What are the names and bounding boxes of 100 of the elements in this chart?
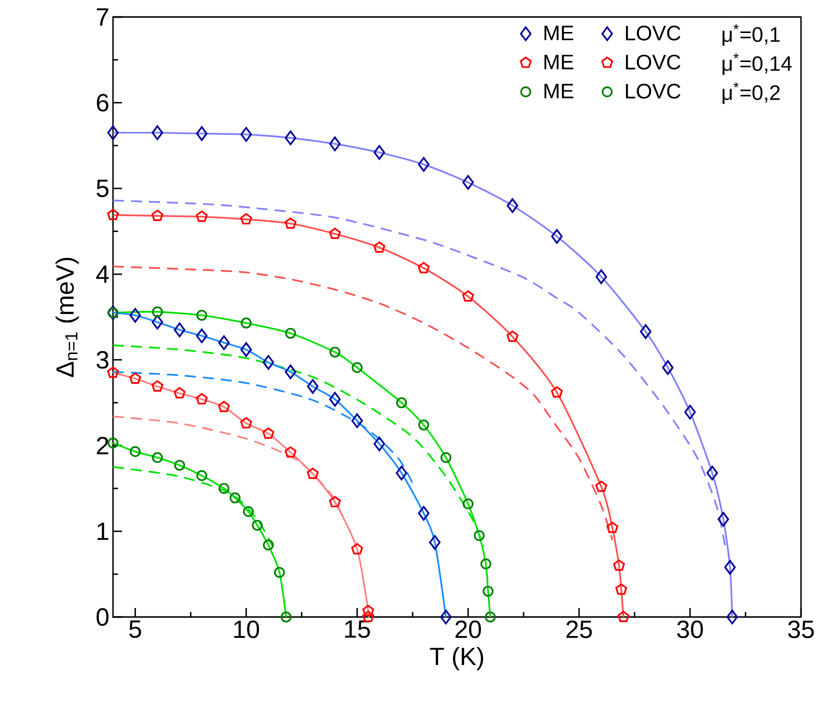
point <box>284 217 296 229</box>
x-tick-label: 30 <box>677 620 703 638</box>
point <box>480 558 492 570</box>
point <box>152 210 164 221</box>
point <box>429 535 441 550</box>
point <box>595 480 608 492</box>
x-tick-label: 10 <box>234 620 260 638</box>
point <box>240 213 252 224</box>
point <box>551 229 563 244</box>
point <box>550 386 563 398</box>
point <box>396 397 407 408</box>
point <box>306 468 319 479</box>
point <box>196 470 208 482</box>
x-tick-label: 15 <box>345 620 370 638</box>
point <box>352 362 363 374</box>
point <box>107 125 119 140</box>
point <box>596 269 607 284</box>
point <box>718 512 730 527</box>
x-tick-label: 35 <box>788 620 814 638</box>
point <box>618 610 630 622</box>
point <box>374 436 386 452</box>
point <box>129 308 141 323</box>
line-series <box>112 442 287 618</box>
point <box>307 379 318 394</box>
point <box>462 290 474 302</box>
y-tick-label: 4 <box>96 266 109 283</box>
point <box>152 314 164 330</box>
x-tick-label: 25 <box>566 620 592 638</box>
x-tick-label: 5 <box>129 620 142 638</box>
point <box>262 427 274 439</box>
point <box>726 610 738 624</box>
y-axis-title: Δ$_{n=1}$ (meV) <box>56 258 79 377</box>
point <box>174 322 186 338</box>
point <box>440 452 452 464</box>
point <box>418 506 430 521</box>
point <box>329 392 341 407</box>
point <box>218 335 230 350</box>
point <box>418 157 430 172</box>
point <box>329 496 341 508</box>
point <box>240 318 252 328</box>
point <box>240 417 252 428</box>
point <box>152 380 164 392</box>
line-series <box>112 132 734 618</box>
point <box>107 208 119 220</box>
point <box>482 586 494 597</box>
point <box>706 466 718 480</box>
y-tick-label: 3 <box>96 351 108 369</box>
point <box>329 346 340 358</box>
point <box>640 324 652 339</box>
annotation: μ$^{*}$=0,1 <box>722 24 780 46</box>
point <box>462 175 474 190</box>
point <box>107 366 119 378</box>
point <box>196 310 208 321</box>
point <box>174 460 186 471</box>
point <box>230 492 241 504</box>
point <box>284 446 296 458</box>
point <box>724 560 736 575</box>
point <box>362 604 374 616</box>
point <box>130 446 141 458</box>
point <box>240 127 252 142</box>
point <box>274 566 285 578</box>
point <box>196 393 208 404</box>
point <box>474 530 485 542</box>
point <box>284 130 296 146</box>
point <box>152 452 163 464</box>
point <box>606 522 618 533</box>
point <box>613 559 625 571</box>
y-tick-label: 7 <box>96 8 108 26</box>
point <box>262 355 274 370</box>
point <box>152 306 163 318</box>
point <box>506 198 518 213</box>
line-series <box>112 214 624 618</box>
point <box>662 360 674 375</box>
legend-label: LOVC <box>626 26 680 40</box>
point <box>374 145 386 160</box>
legend-label: LOVC <box>626 54 680 70</box>
point <box>418 420 430 430</box>
point <box>615 583 628 595</box>
point <box>506 330 518 342</box>
point <box>440 610 452 624</box>
point <box>284 364 296 380</box>
y-tick-label: 0 <box>96 608 109 626</box>
point <box>152 125 164 140</box>
point <box>218 482 230 494</box>
point <box>108 438 118 448</box>
point <box>351 543 364 554</box>
point <box>418 262 430 274</box>
point <box>329 136 341 152</box>
point <box>396 466 408 480</box>
point <box>329 228 341 239</box>
legend-label: ME <box>544 26 574 40</box>
point <box>196 126 208 141</box>
point <box>196 210 208 222</box>
y-tick-label: 2 <box>96 436 108 454</box>
point <box>242 506 254 518</box>
point <box>196 328 208 344</box>
annotation: μ$^{*}$=0,14 <box>722 53 792 75</box>
point <box>373 241 386 253</box>
point <box>484 612 496 622</box>
legend-label: LOVC <box>626 84 680 99</box>
